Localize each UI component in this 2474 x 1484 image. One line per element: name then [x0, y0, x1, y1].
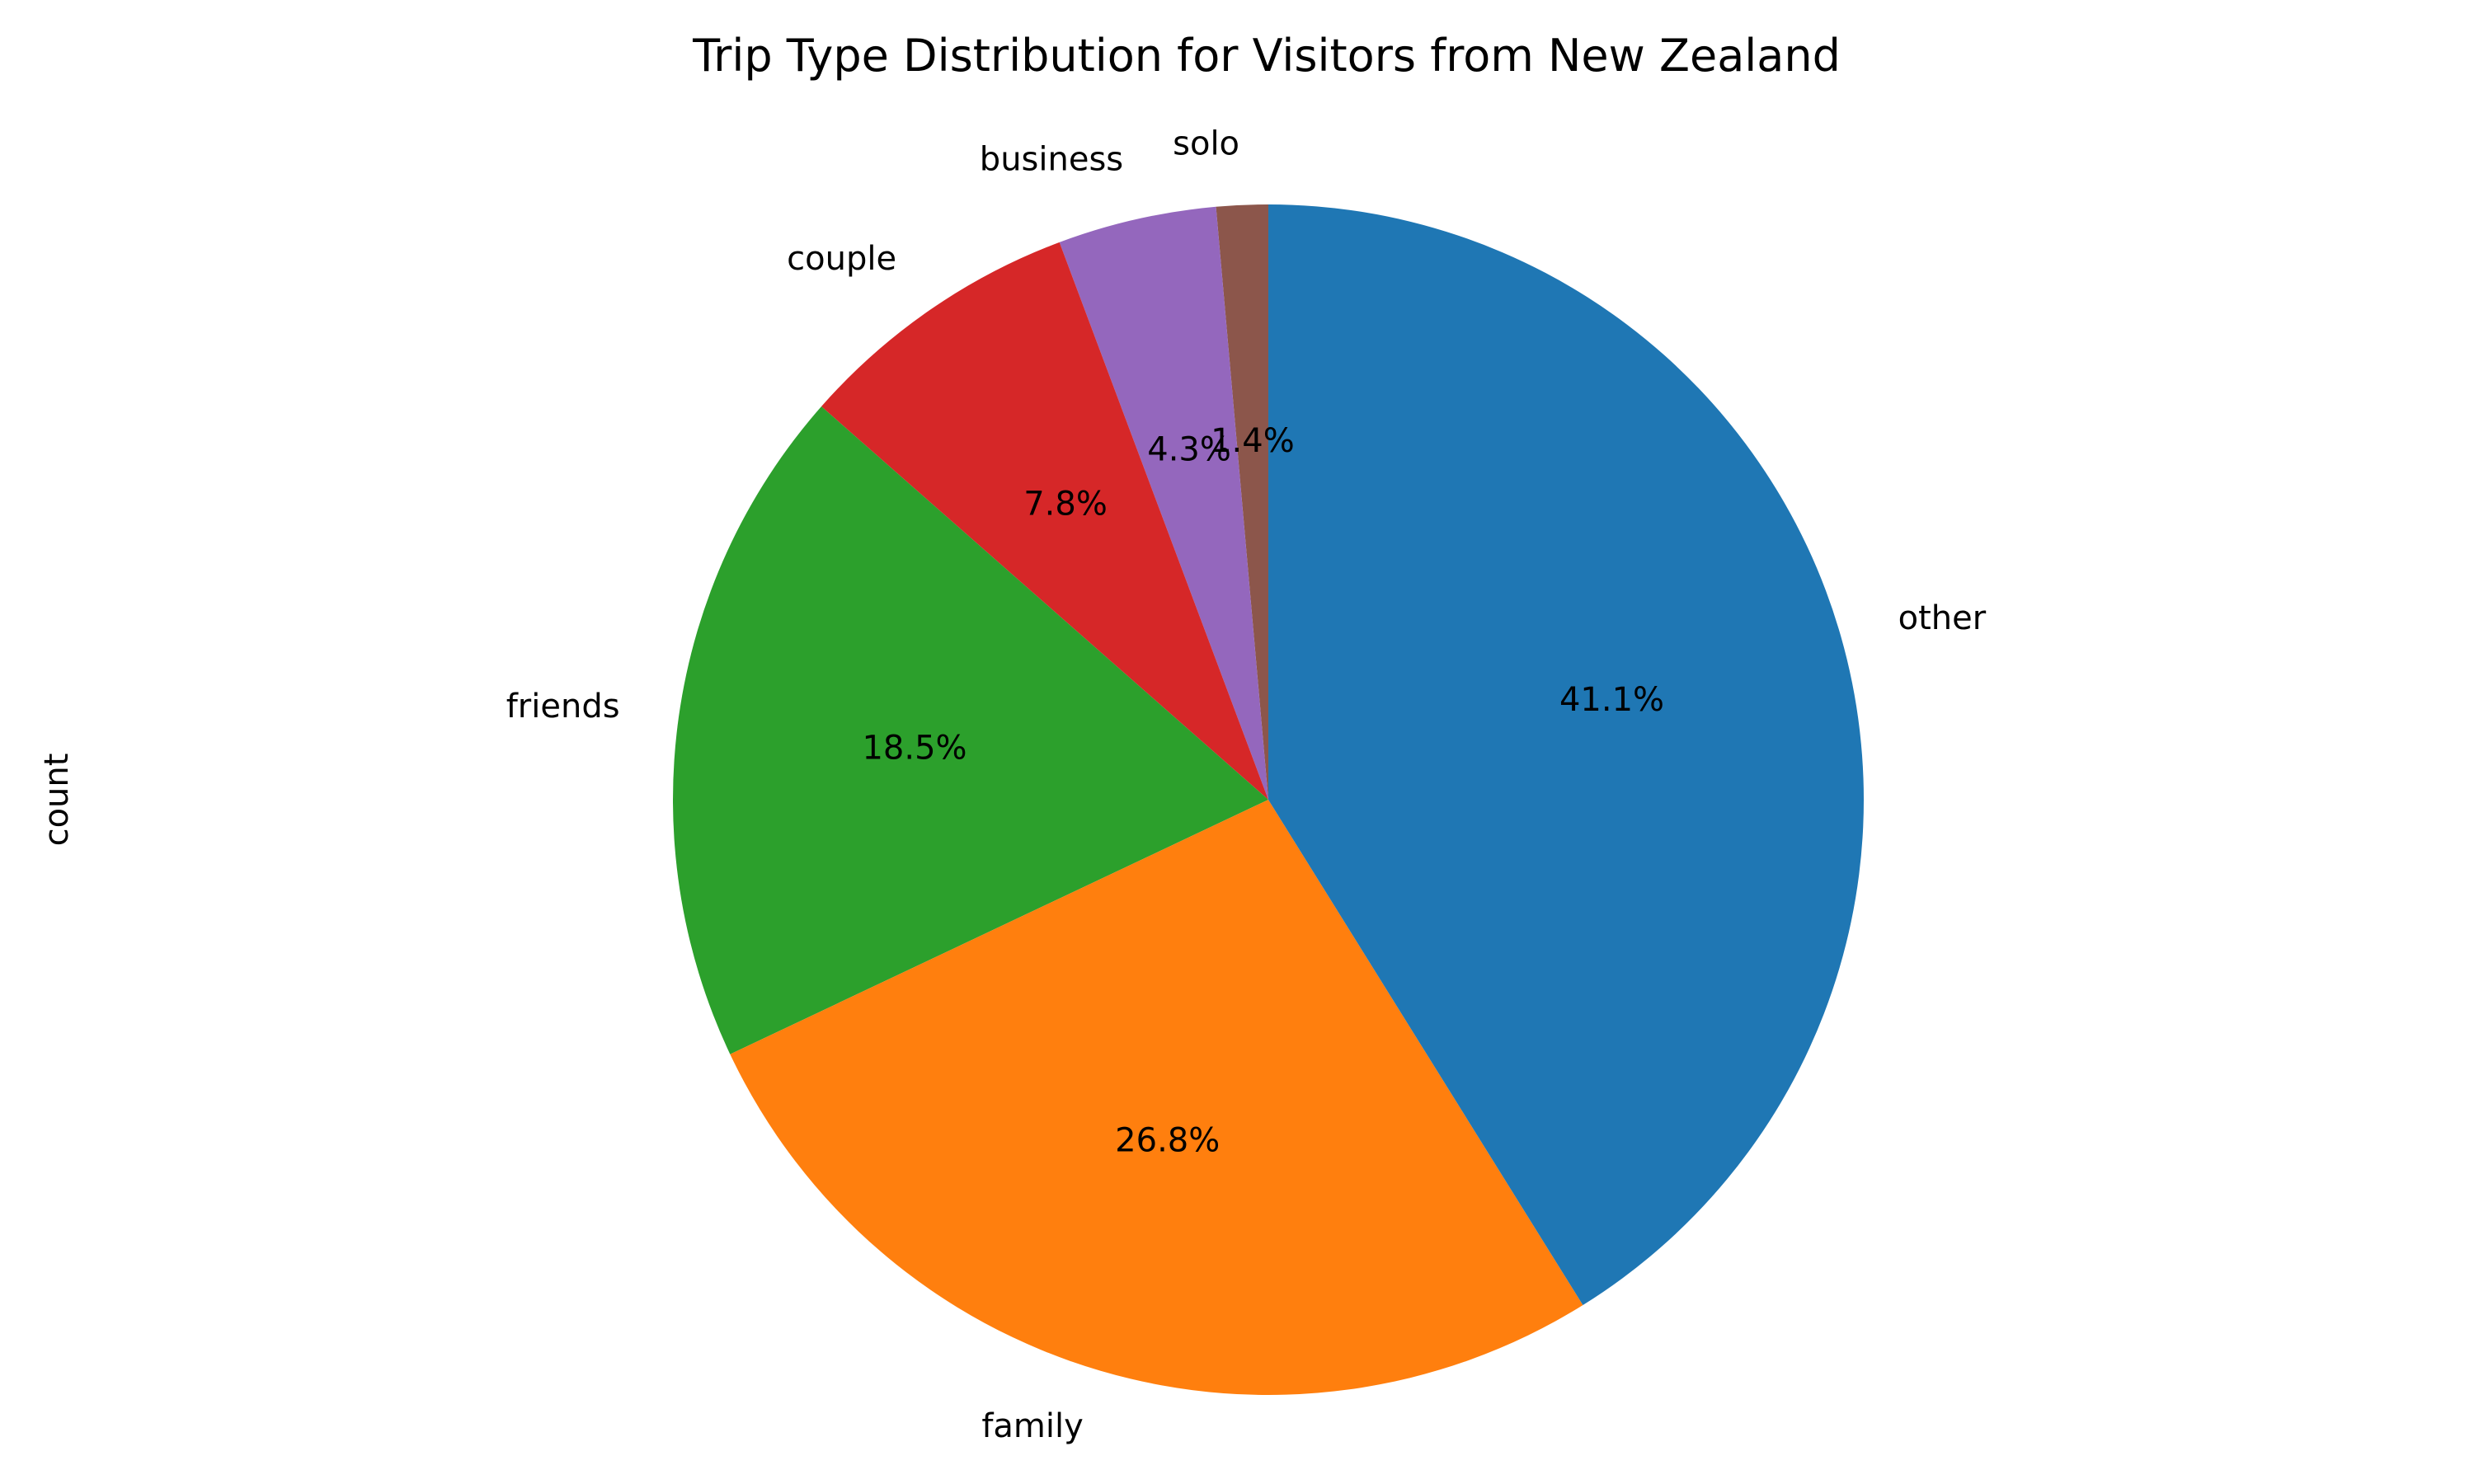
pie-labels: solo 1.4% business 4.3% couple 7.8% friends 18.…	[506, 125, 1987, 1445]
percent-label-family: 26.8%	[1115, 1122, 1220, 1160]
pie-slice-couple	[821, 242, 1268, 801]
y-axis-label: count	[38, 754, 76, 847]
percent-label-business: 4.3%	[1147, 431, 1231, 469]
pie-slice-friends	[673, 406, 1268, 1054]
percent-label-other: 41.1%	[1559, 681, 1664, 719]
slice-label-solo: solo	[1173, 125, 1239, 163]
pie-slice-business	[1059, 206, 1268, 800]
percent-label-couple: 7.8%	[1023, 485, 1108, 523]
slice-label-friends: friends	[506, 688, 620, 726]
pie-slices	[673, 204, 1864, 1396]
slice-label-family: family	[981, 1407, 1083, 1445]
pie-slice-family	[730, 800, 1583, 1396]
chart-title: Trip Type Distribution for Visitors from…	[692, 30, 1841, 82]
percent-label-solo: 1.4%	[1211, 422, 1295, 460]
percent-label-friends: 18.5%	[862, 730, 967, 768]
slice-label-couple: couple	[787, 240, 896, 278]
slice-label-business: business	[980, 141, 1123, 179]
pie-slice-other	[1268, 204, 1864, 1306]
slice-label-other: other	[1898, 599, 1987, 637]
pie-slice-solo	[1216, 204, 1268, 800]
